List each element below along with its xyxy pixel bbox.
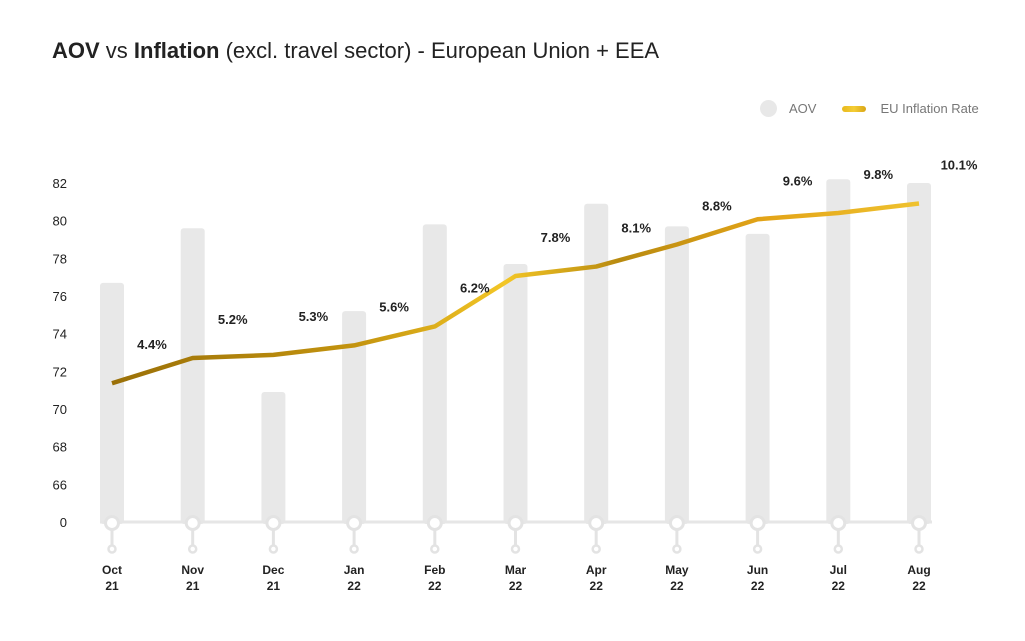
x-tick-month: Jan — [344, 563, 365, 577]
x-marker-dot — [833, 544, 844, 554]
title-vs: vs — [99, 38, 134, 63]
x-marker-circle — [346, 515, 363, 531]
x-marker-dot — [430, 544, 440, 554]
inflation-data-label: 7.8% — [541, 230, 571, 245]
aov-bar — [745, 233, 770, 524]
x-marker-circle — [104, 515, 120, 531]
x-tick-month: Apr — [586, 563, 607, 577]
x-marker-circle — [507, 515, 524, 531]
y-tick-label: 82 — [53, 176, 67, 191]
x-marker-dot — [914, 544, 924, 554]
x-marker-dot — [510, 544, 521, 554]
y-tick-label: 78 — [53, 251, 67, 266]
legend-aov-swatch — [760, 100, 777, 117]
aov-bar — [422, 224, 447, 524]
chart-title: AOV vs Inflation (excl. travel sector) -… — [52, 38, 659, 64]
aov-bar — [100, 282, 124, 524]
inflation-data-label: 5.2% — [218, 312, 248, 327]
inflation-data-label: 4.4% — [137, 337, 167, 352]
x-tick-month: Jul — [830, 563, 847, 577]
y-tick-label: 80 — [53, 214, 67, 229]
x-tick-year: 22 — [347, 579, 361, 593]
x-marker-circle — [265, 515, 282, 531]
legend-inflation-label: EU Inflation Rate — [880, 101, 979, 116]
x-marker-dot — [672, 544, 682, 554]
x-tick-month: Jun — [747, 563, 768, 577]
title-aov: AOV — [52, 38, 100, 63]
aov-bar — [342, 311, 367, 524]
x-marker-circle — [668, 515, 685, 531]
y-tick-label: 68 — [53, 440, 67, 455]
x-tick-month: Dec — [262, 563, 284, 577]
aov-bar — [503, 263, 528, 524]
inflation-data-label: 8.8% — [702, 198, 732, 213]
y-tick-label: 66 — [53, 477, 67, 492]
x-marker-dot — [349, 544, 359, 554]
aov-bar — [826, 179, 851, 524]
x-marker-dot — [187, 544, 198, 554]
x-marker-dot — [107, 544, 117, 554]
inflation-data-label: 6.2% — [460, 280, 490, 295]
x-tick-year: 22 — [912, 579, 926, 593]
x-marker-circle — [830, 515, 847, 531]
x-tick-year: 21 — [186, 579, 200, 593]
x-tick-year: 22 — [670, 579, 684, 593]
x-marker-dot — [268, 544, 279, 554]
y-tick-label: 70 — [53, 402, 67, 417]
title-rest: (excl. travel sector) - European Union +… — [219, 38, 660, 63]
inflation-data-label: 9.8% — [863, 167, 893, 182]
x-tick-year: 21 — [105, 579, 119, 593]
x-tick-year: 22 — [590, 579, 604, 593]
x-tick-year: 22 — [751, 579, 765, 593]
inflation-data-label: 10.1% — [941, 157, 978, 172]
legend-inflation-swatch — [842, 105, 867, 112]
x-marker-circle — [749, 515, 766, 531]
inflation-data-label: 8.1% — [621, 221, 651, 236]
x-marker-dot — [591, 544, 601, 554]
aov-bar — [664, 226, 689, 525]
x-tick-month: Aug — [907, 563, 930, 577]
legend-aov-label: AOV — [789, 101, 817, 116]
x-tick-month: Mar — [505, 563, 527, 577]
x-marker-circle — [911, 515, 927, 531]
inflation-data-label: 9.6% — [783, 173, 813, 188]
x-tick-month: Nov — [181, 563, 204, 577]
x-tick-month: May — [665, 563, 689, 577]
x-marker-dot — [752, 544, 763, 554]
x-tick-year: 21 — [267, 579, 281, 593]
x-tick-month: Feb — [424, 563, 445, 577]
aov-bar — [584, 203, 609, 524]
aov-bar — [261, 392, 286, 524]
aov-bar — [180, 228, 205, 524]
y-tick-label: 0 — [60, 515, 67, 530]
x-tick-year: 22 — [428, 579, 442, 593]
x-marker-circle — [588, 515, 605, 531]
legend: AOV EU Inflation Rate — [760, 100, 979, 117]
inflation-data-label: 5.3% — [299, 309, 329, 324]
x-marker-circle — [426, 515, 443, 531]
aov-bar — [907, 183, 931, 524]
y-tick-label: 76 — [53, 289, 67, 304]
y-tick-label: 72 — [53, 364, 67, 379]
title-inflation: Inflation — [133, 38, 220, 63]
y-tick-label: 74 — [53, 327, 67, 342]
x-tick-year: 22 — [832, 579, 846, 593]
x-marker-circle — [184, 515, 201, 531]
x-tick-year: 22 — [509, 579, 523, 593]
inflation-line — [111, 201, 920, 386]
inflation-data-label: 5.6% — [379, 299, 409, 314]
x-tick-month: Oct — [102, 563, 122, 577]
